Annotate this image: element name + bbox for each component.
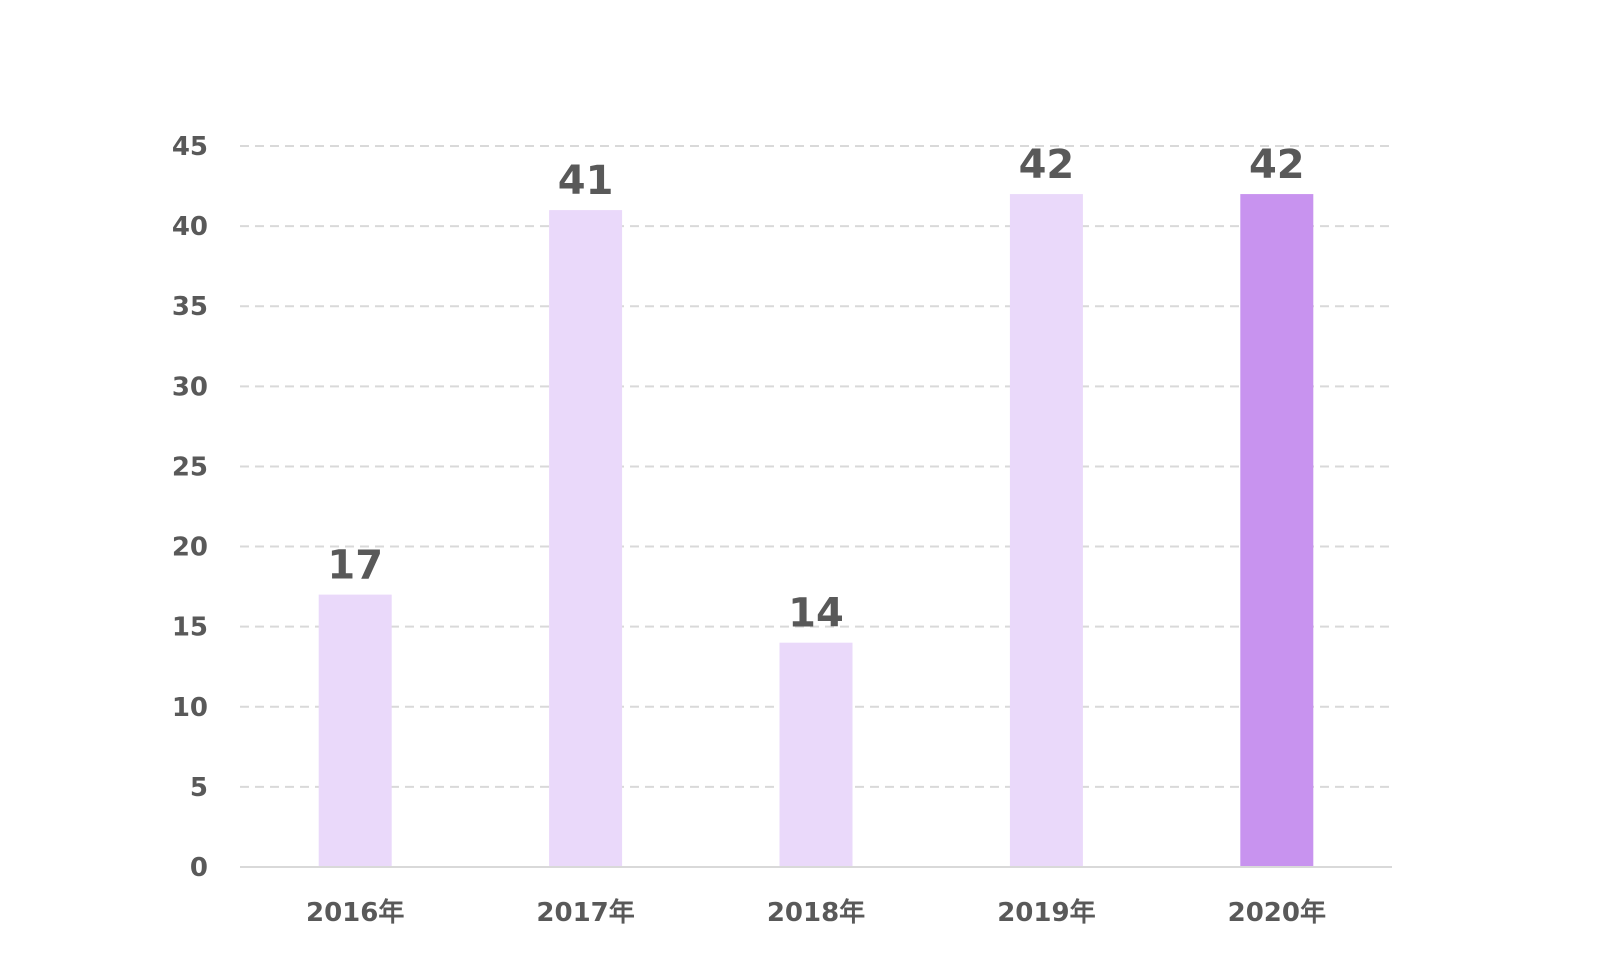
y-tick-label: 20 <box>172 533 208 563</box>
data-label: 14 <box>788 591 844 637</box>
x-tick-label: 2018年 <box>767 897 865 928</box>
bar <box>318 594 392 867</box>
y-tick-label: 15 <box>172 613 208 643</box>
data-label: 42 <box>1249 142 1305 188</box>
x-tick-label: 2020年 <box>1228 897 1326 928</box>
y-tick-label: 30 <box>172 372 208 402</box>
y-tick-label: 25 <box>172 452 208 482</box>
bar <box>1009 194 1083 868</box>
y-tick-label: 40 <box>172 212 208 242</box>
bar <box>549 210 623 868</box>
data-label: 42 <box>1019 142 1075 188</box>
x-tick-label: 2016年 <box>306 897 404 928</box>
y-tick-label: 10 <box>172 693 208 723</box>
bar <box>779 642 853 867</box>
y-tick-label: 45 <box>172 132 208 162</box>
data-label: 17 <box>327 543 383 589</box>
x-tick-label: 2019年 <box>997 897 1095 928</box>
y-axis-tick-labels: 0 5 10 15 20 25 30 35 40 45 <box>172 132 208 883</box>
x-tick-label: 2017年 <box>536 897 634 928</box>
y-tick-label: 5 <box>190 773 208 803</box>
data-label: 41 <box>558 158 614 204</box>
y-tick-label: 35 <box>172 292 208 322</box>
data-labels: 17 41 14 42 42 <box>327 142 1304 637</box>
bars <box>318 194 1314 868</box>
y-tick-label: 0 <box>190 853 208 883</box>
x-axis-category-labels: 2016年 2017年 2018年 2019年 2020年 <box>306 897 1326 928</box>
bar <box>1240 194 1314 868</box>
